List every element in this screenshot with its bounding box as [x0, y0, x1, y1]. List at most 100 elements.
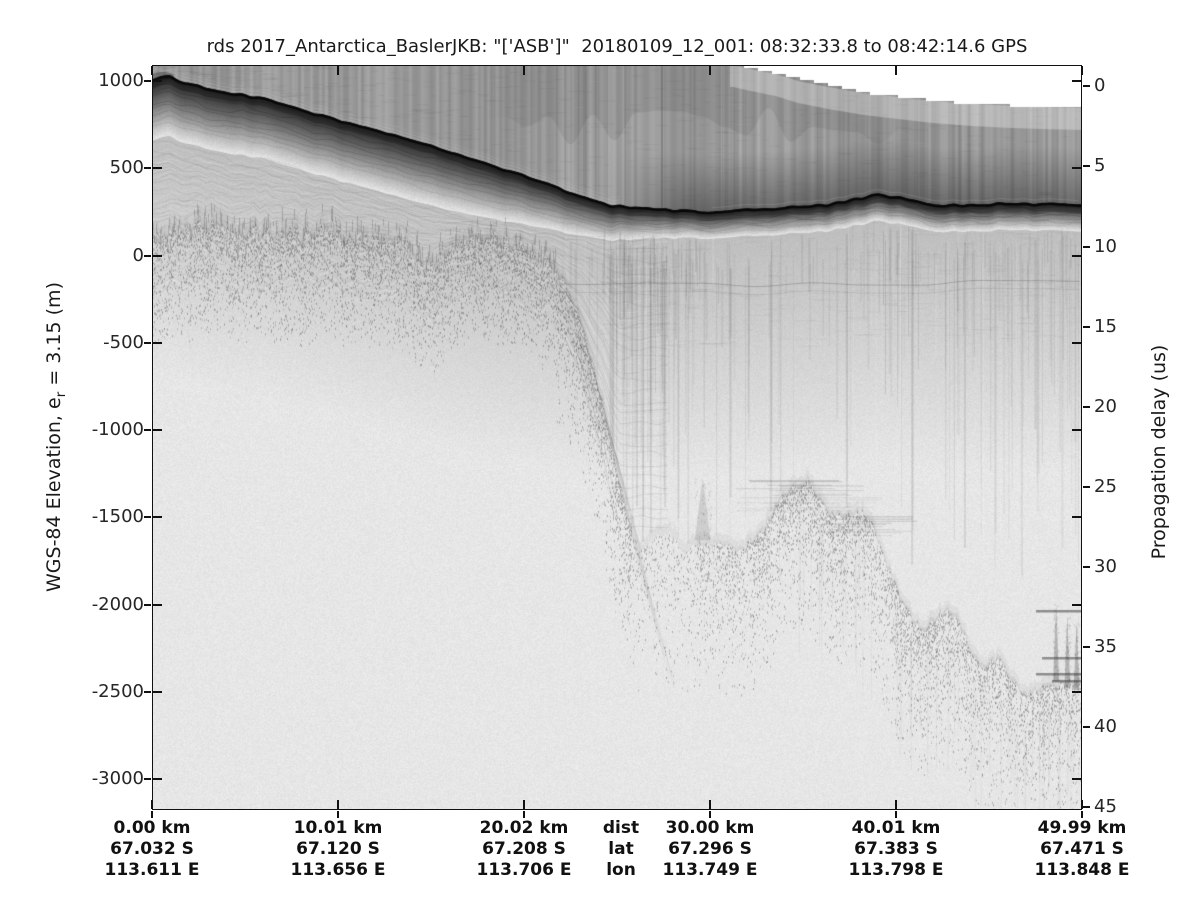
y-tick-right-out [1083, 165, 1090, 167]
x-row-header-lat: lat [608, 839, 634, 859]
y-tick-right-out [1083, 806, 1090, 808]
y-tick-left-out [144, 342, 151, 344]
x-dist-value: 0.00 km [113, 818, 191, 838]
right-tick-label: 30 [1094, 556, 1117, 577]
y-tick-left [153, 429, 162, 431]
y-tick-right-mirror [1072, 342, 1081, 344]
right-tick-label: 10 [1094, 236, 1117, 257]
x-tick-bottom-out [895, 811, 897, 818]
y-tick-right-mirror [1072, 778, 1081, 780]
y-tick-right-out [1083, 566, 1090, 568]
y-tick-left-out [144, 255, 151, 257]
y-tick-right-mirror [1072, 80, 1081, 82]
x-tick-top [151, 66, 153, 75]
x-dist-value: 10.01 km [293, 818, 383, 838]
x-lon-value: 113.798 E [848, 860, 944, 880]
left-axis-label-subscript: r [52, 391, 69, 398]
x-tick-label-column: 10.01 km 67.120 S 113.656 E [263, 818, 413, 881]
y-tick-left-out [144, 516, 151, 518]
x-lat-value: 67.471 S [1040, 839, 1124, 859]
left-tick-label: -3000 [91, 768, 144, 789]
left-tick-label: -2000 [91, 594, 144, 615]
x-row-header-dist: dist [602, 818, 640, 838]
right-tick-label: 25 [1094, 476, 1117, 497]
y-tick-left [153, 342, 162, 344]
y-tick-left [153, 691, 162, 693]
y-tick-right-out [1083, 246, 1090, 248]
y-tick-left-out [144, 80, 151, 82]
x-axis-row-header: dist lat lon [546, 818, 696, 881]
x-lon-value: 113.611 E [104, 860, 200, 880]
x-dist-value: 40.01 km [851, 818, 941, 838]
x-tick-bottom-out [337, 811, 339, 818]
right-tick-label: 5 [1094, 155, 1106, 176]
x-tick-label-column: 30.00 km 67.296 S 113.749 E [635, 818, 785, 881]
x-tick-bottom [337, 800, 339, 809]
x-tick-top [523, 66, 525, 75]
x-row-header-lon: lon [606, 860, 636, 880]
y-tick-right-mirror [1072, 255, 1081, 257]
x-tick-label-column: 20.02 km 67.208 S 113.706 E [449, 818, 599, 881]
y-tick-left-out [144, 604, 151, 606]
y-tick-right-out [1083, 406, 1090, 408]
y-tick-left [153, 167, 162, 169]
x-lat-value: 67.383 S [854, 839, 938, 859]
right-tick-label: 45 [1094, 796, 1117, 817]
x-tick-bottom-out [1081, 811, 1083, 818]
y-tick-right-mirror [1072, 516, 1081, 518]
y-tick-right-mirror [1072, 429, 1081, 431]
right-tick-label: 35 [1094, 636, 1117, 657]
x-tick-bottom-out [151, 811, 153, 818]
x-lon-value: 113.706 E [476, 860, 572, 880]
x-lat-value: 67.120 S [296, 839, 380, 859]
x-lat-value: 67.032 S [110, 839, 194, 859]
left-tick-label: 0 [132, 245, 144, 266]
x-tick-top [1081, 66, 1083, 75]
y-tick-left [153, 604, 162, 606]
left-axis-label-text: WGS-84 Elevation, e [43, 397, 66, 592]
left-tick-label: 500 [109, 157, 144, 178]
y-tick-left-out [144, 691, 151, 693]
x-tick-bottom [523, 800, 525, 809]
left-axis-label: WGS-84 Elevation, er = 3.15 (m) [43, 282, 69, 592]
y-tick-left [153, 516, 162, 518]
left-tick-label: -1000 [91, 419, 144, 440]
y-tick-left-out [144, 429, 151, 431]
x-lat-value: 67.208 S [482, 839, 566, 859]
x-lat-value: 67.296 S [668, 839, 752, 859]
left-tick-label: -2500 [91, 681, 144, 702]
y-tick-right-mirror [1072, 691, 1081, 693]
x-tick-bottom [1081, 800, 1083, 809]
y-tick-right-out [1083, 326, 1090, 328]
y-tick-right-out [1083, 646, 1090, 648]
x-lon-value: 113.656 E [290, 860, 386, 880]
x-tick-bottom [895, 800, 897, 809]
y-tick-left [153, 255, 162, 257]
right-tick-label: 15 [1094, 316, 1117, 337]
right-tick-label: 0 [1094, 75, 1106, 96]
x-dist-value: 20.02 km [479, 818, 569, 838]
left-tick-label: -1500 [91, 506, 144, 527]
x-tick-label-column: 0.00 km 67.032 S 113.611 E [77, 818, 227, 881]
right-tick-label: 20 [1094, 396, 1117, 417]
right-tick-label: 40 [1094, 716, 1117, 737]
x-lon-value: 113.848 E [1034, 860, 1130, 880]
x-dist-value: 49.99 km [1037, 818, 1127, 838]
x-tick-bottom [709, 800, 711, 809]
x-dist-value: 30.00 km [665, 818, 755, 838]
right-axis-label-text: Propagation delay (us) [1148, 344, 1170, 560]
y-tick-right-mirror [1072, 604, 1081, 606]
y-tick-left-out [144, 167, 151, 169]
left-axis-label-suffix: = 3.15 (m) [43, 282, 66, 392]
y-tick-left-out [144, 778, 151, 780]
right-axis-label: Propagation delay (us) [1148, 345, 1170, 560]
y-tick-right-out [1083, 85, 1090, 87]
y-tick-right-out [1083, 486, 1090, 488]
left-tick-label: -500 [103, 332, 144, 353]
x-tick-top [895, 66, 897, 75]
x-tick-label-column: 40.01 km 67.383 S 113.798 E [821, 818, 971, 881]
y-tick-right-mirror [1072, 167, 1081, 169]
x-tick-bottom-out [709, 811, 711, 818]
y-tick-left [153, 778, 162, 780]
